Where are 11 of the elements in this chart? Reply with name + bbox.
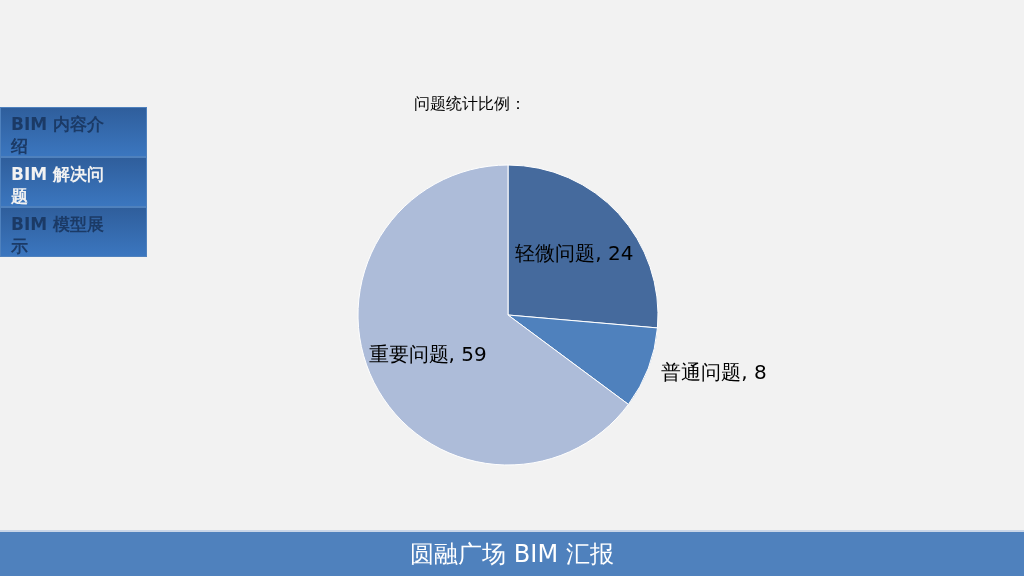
data-label: , 24 [595,241,634,266]
nav-button: BIM 解决问题 [0,157,147,207]
nav-button: BIM 内容介绍 [0,107,147,157]
slice-label: 普通问题 [661,360,742,385]
chart-title: 问题统计比例： [414,94,526,113]
slice-label: 重要问题 [368,342,449,367]
nav-button: BIM 模型展示 [0,207,147,257]
footer-banner: 圆融广场 BIM 汇报 [0,530,1024,576]
data-label: , 8 [741,360,767,385]
data-label: , 59 [448,342,487,367]
slice-label: 轻微问题 [515,241,596,266]
